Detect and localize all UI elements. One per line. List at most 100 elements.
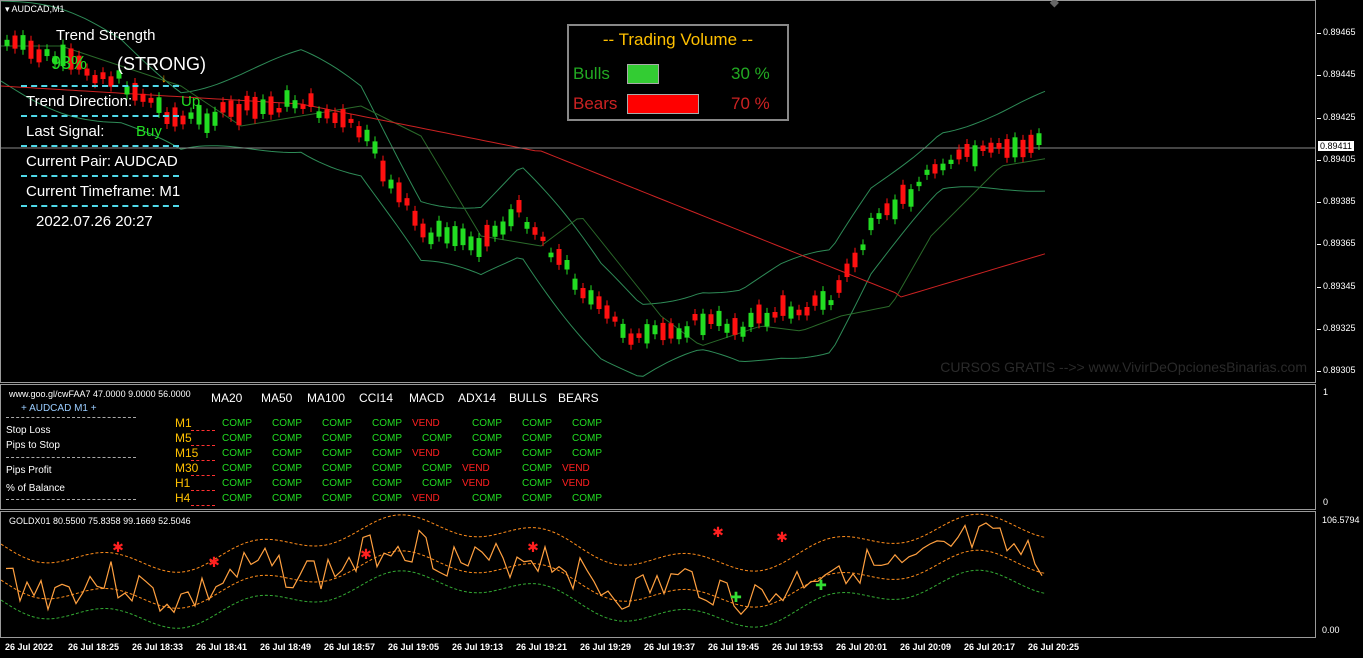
timeframe-underline <box>191 475 215 476</box>
candle <box>36 44 42 68</box>
goldx-main-line <box>5 522 1043 616</box>
candle <box>292 95 298 114</box>
divider <box>21 145 179 147</box>
candle <box>756 299 762 329</box>
candle <box>692 308 698 326</box>
candle <box>1004 134 1010 163</box>
col-header-bulls: BULLS <box>509 391 548 405</box>
candle <box>388 174 394 194</box>
candle <box>356 121 362 143</box>
candle <box>484 219 490 252</box>
signals-indicator-pane[interactable]: www.goo.gl/cwFAA7 47.0000 9.0000 56.0000… <box>0 384 1328 510</box>
candle <box>524 216 530 234</box>
signal-cell: COMP <box>272 418 302 429</box>
time-tick: 26 Jul 19:13 <box>452 642 504 652</box>
candle <box>884 198 890 221</box>
goldx-oscillator-pane[interactable]: ✱ ✱ ✱ ✱ ✱ ✱ ✚ ✚ GOLDX01 80.5500 75.8358 99.1669… <box>0 511 1316 638</box>
pips-to-stop-label: Pips to Stop <box>6 440 60 451</box>
timeframe-underline <box>191 460 215 461</box>
candle <box>228 95 234 122</box>
candle <box>916 176 922 192</box>
time-axis[interactable]: 26 Jul 2022 26 Jul 18:25 26 Jul 18:33 26 Ju… <box>0 638 1363 658</box>
candle <box>652 320 658 340</box>
current-datetime: 2022.07.26 20:27 <box>36 213 153 230</box>
signal-cell: COMP <box>572 418 602 429</box>
signal-cell: COMP <box>272 493 302 504</box>
candle <box>116 65 122 84</box>
scroll-marker-icon[interactable]: ◆ <box>1049 0 1059 9</box>
signal-cell: VEND <box>412 448 440 459</box>
candle <box>452 221 458 252</box>
candle <box>876 208 882 224</box>
candle <box>516 195 522 218</box>
candle <box>396 177 402 208</box>
price-tick: 0.89365 <box>1317 238 1356 248</box>
candle <box>868 212 874 236</box>
price-axis[interactable]: 0.89465 0.89445 0.89425 0.89405 0.89385 … <box>1317 0 1363 383</box>
signal-cell: COMP <box>372 478 402 489</box>
signal-cell: VEND <box>412 418 440 429</box>
signal-cell: COMP <box>572 448 602 459</box>
col-header-ma100: MA100 <box>307 391 346 405</box>
candle <box>220 97 226 118</box>
time-tick: 26 Jul 19:53 <box>772 642 824 652</box>
bulls-volume-bar <box>627 64 659 84</box>
candle <box>836 275 842 298</box>
candle <box>380 155 386 187</box>
candle <box>964 138 970 162</box>
candle <box>156 92 162 118</box>
candle <box>44 44 50 62</box>
candle <box>316 106 322 123</box>
candle <box>676 323 682 345</box>
candle <box>332 107 338 129</box>
candle <box>444 222 450 249</box>
candle <box>828 295 834 311</box>
candle <box>852 247 858 273</box>
candle <box>732 313 738 340</box>
signal-cell: COMP <box>522 433 552 444</box>
candle <box>612 311 618 327</box>
timeframe-underline <box>191 445 215 446</box>
buy-marker-icon: ✚ <box>815 578 827 594</box>
candle <box>108 71 114 92</box>
signal-cell: COMP <box>272 433 302 444</box>
candle <box>588 285 594 310</box>
time-tick: 26 Jul 19:37 <box>644 642 696 652</box>
signal-cell: COMP <box>372 433 402 444</box>
price-chart-pane[interactable]: ▾ AUDCAD,M1 ◆ Trend Strength 93% (STRONG… <box>0 0 1316 383</box>
col-header-bears: BEARS <box>558 391 599 405</box>
time-tick: 26 Jul 18:41 <box>196 642 248 652</box>
candle <box>476 233 482 262</box>
price-tick: 0.89345 <box>1317 281 1356 291</box>
candle <box>708 309 714 330</box>
candlestick-chart[interactable] <box>1 1 1315 382</box>
candle <box>900 179 906 209</box>
candle <box>628 328 634 350</box>
candle <box>972 140 978 172</box>
col-header-macd: MACD <box>409 391 445 405</box>
signals-header: www.goo.gl/cwFAA7 47.0000 9.0000 56.0000 <box>9 389 191 399</box>
candle <box>4 34 10 51</box>
candle <box>20 30 26 55</box>
candle <box>212 106 218 131</box>
last-signal-value: Buy <box>136 123 162 140</box>
divider <box>6 417 136 418</box>
time-tick: 26 Jul 18:25 <box>68 642 120 652</box>
candle <box>948 154 954 169</box>
signal-cell: COMP <box>222 448 252 459</box>
candle <box>244 90 250 116</box>
balance-percent-label: % of Balance <box>6 483 65 494</box>
candle <box>364 124 370 147</box>
col-header-cci14: CCI14 <box>359 391 394 405</box>
oscillator-chart[interactable]: ✱ ✱ ✱ ✱ ✱ ✱ ✚ ✚ <box>1 512 1315 637</box>
signal-cell: COMP <box>422 433 452 444</box>
candle <box>812 290 818 311</box>
candle <box>260 94 266 120</box>
candle <box>52 51 58 69</box>
signal-cell: COMP <box>472 493 502 504</box>
candle <box>940 158 946 176</box>
candle <box>636 328 642 343</box>
candle <box>468 231 474 256</box>
sell-marker-icon: ✱ <box>712 525 724 541</box>
signal-cell: COMP <box>522 418 552 429</box>
